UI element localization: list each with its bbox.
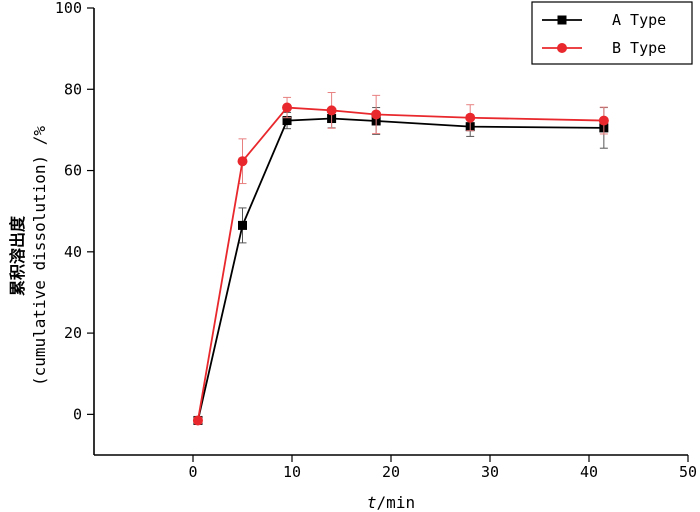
data-point: [237, 156, 248, 167]
legend-item-b: B Type: [542, 39, 666, 57]
series-line: [197, 117, 604, 421]
legend: A Type B Type: [531, 1, 693, 65]
y-axis-label: 累积溶出度 (cumulative dissolution) /%: [8, 126, 49, 386]
series-a: [193, 107, 609, 425]
x-tick-label: 20: [382, 463, 400, 481]
x-tick-label: 40: [580, 463, 598, 481]
data-point: [465, 112, 476, 123]
y-tick-label: 40: [64, 243, 82, 261]
legend-marker: [557, 43, 567, 53]
x-ticks: 0 10 20 30 40 50: [188, 455, 697, 481]
data-point: [282, 116, 292, 126]
legend-item-a: A Type: [542, 11, 666, 29]
data-point: [598, 115, 609, 126]
plot-area: [192, 92, 609, 426]
data-point: [326, 105, 337, 116]
series-b: [192, 92, 609, 426]
legend-label: A Type: [612, 11, 666, 29]
y-tick-label: 0: [73, 405, 82, 423]
x-tick-label: 30: [481, 463, 499, 481]
y-tick-label: 100: [55, 0, 82, 17]
legend-box: [531, 1, 693, 65]
y-axis-label-cn: 累积溶出度: [8, 215, 27, 296]
x-tick-label: 10: [283, 463, 301, 481]
x-axis-label: t/min: [367, 493, 415, 512]
series-line: [197, 106, 604, 421]
legend-label: B Type: [612, 39, 666, 57]
y-tick-label: 60: [64, 162, 82, 180]
axes: [93, 8, 688, 456]
y-tick-label: 80: [64, 80, 82, 98]
data-point: [371, 109, 382, 120]
y-ticks: 0 20 40 60 80 100: [55, 0, 94, 423]
data-point: [238, 220, 247, 230]
x-tick-label: 0: [188, 463, 197, 481]
legend-marker: [557, 15, 567, 25]
data-point: [282, 102, 293, 113]
y-tick-label: 20: [64, 324, 82, 342]
y-axis-label-en: (cumulative dissolution) /%: [30, 126, 49, 386]
x-tick-label: 50: [679, 463, 697, 481]
data-point: [192, 415, 203, 426]
